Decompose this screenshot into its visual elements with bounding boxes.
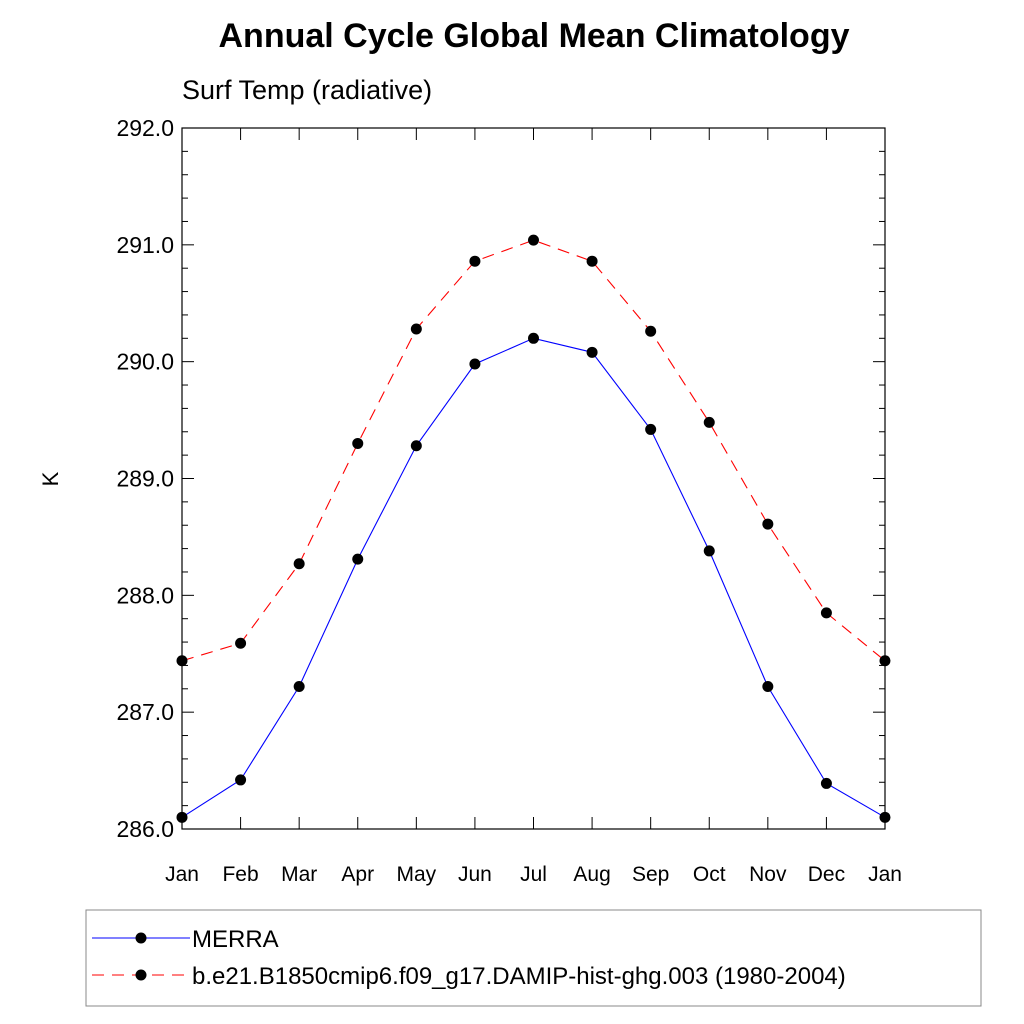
plot-frame [181,127,886,830]
data-point [176,811,188,823]
x-tick-label: May [396,863,436,886]
data-point [352,437,364,449]
x-tick-label: Jan [868,863,902,886]
data-point [645,325,657,337]
data-point [235,774,247,786]
y-tick-label: 289.0 [116,466,174,492]
data-point [586,255,598,267]
y-tick-label: 290.0 [116,349,174,375]
legend: MERRA b.e21.B1850cmip6.f09_g17.DAMIP-hist… [85,909,982,1007]
x-tick-label: Jul [520,863,547,886]
y-axis-label: K [38,471,63,486]
data-point [879,811,891,823]
data-point [176,655,188,667]
y-tick-label: 291.0 [116,232,174,258]
legend-marker [135,932,147,944]
legend-marker [135,969,147,981]
x-tick-label: Feb [222,863,258,886]
data-point [528,234,539,246]
chart-subtitle: Surf Temp (radiative) [182,75,432,105]
x-tick-label: Nov [749,863,787,886]
data-point [293,558,305,570]
x-tick-label: Oct [693,863,726,886]
data-point [410,440,422,452]
data-point [352,553,364,565]
data-point [703,545,715,557]
x-tick-label: Jan [165,863,199,886]
y-tick-label: 288.0 [116,582,174,608]
legend-entry-label: b.e21.B1850cmip6.f09_g17.DAMIP-hist-ghg.… [192,963,846,990]
x-tick-label: Sep [632,863,669,886]
series-line [181,337,886,818]
legend-box [85,909,982,1007]
legend-entry-label: MERRA [192,926,279,953]
data-point [762,518,774,530]
y-tick-label: 292.0 [116,115,174,141]
series-line [181,239,886,662]
data-point [762,680,774,692]
x-tick-label: Jun [458,863,492,886]
data-point [879,655,891,667]
x-tick-label: Mar [281,863,317,886]
x-tick-label: Dec [808,863,845,886]
y-tick-label: 286.0 [116,816,174,842]
data-point [469,255,481,267]
chart-title: Annual Cycle Global Mean Climatology [219,17,850,55]
data-point [586,346,598,358]
data-point [820,607,832,619]
data-point [645,423,657,435]
data-point [410,323,422,335]
x-tick-label: Apr [341,863,374,886]
y-tick-label: 287.0 [116,699,174,725]
data-point [235,637,247,649]
data-point [820,777,832,789]
data-point [469,358,481,370]
data-point [703,416,715,428]
data-point [293,680,305,692]
data-point [528,332,539,344]
x-tick-label: Aug [573,863,610,886]
plot-area: 286.0 287.0 288.0 289.0 290.0 291.0 292.0 Jan Fe… [116,115,901,886]
